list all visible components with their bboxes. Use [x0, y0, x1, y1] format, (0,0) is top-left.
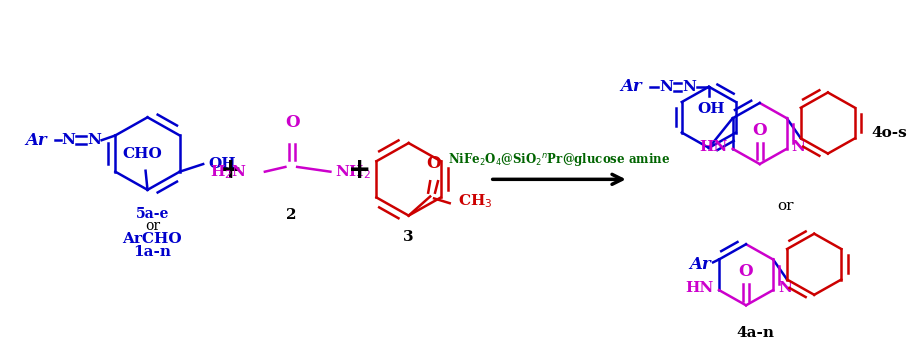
Text: 5a-e: 5a-e	[135, 207, 169, 221]
Text: HN: HN	[685, 281, 714, 295]
Text: 4o-s: 4o-s	[871, 126, 907, 140]
Text: N: N	[659, 80, 673, 94]
Text: O: O	[426, 155, 441, 172]
Text: CHO: CHO	[123, 147, 163, 161]
Text: 2: 2	[286, 208, 296, 222]
Text: OH: OH	[208, 157, 236, 171]
Text: CH$_3$: CH$_3$	[458, 192, 492, 210]
Text: NiFe$_2$O$_4$@SiO$_2$$^n$Pr@glucose amine: NiFe$_2$O$_4$@SiO$_2$$^n$Pr@glucose amin…	[448, 151, 671, 168]
Text: +: +	[348, 156, 371, 184]
Text: NH$_2$: NH$_2$	[335, 163, 371, 181]
Text: HN: HN	[699, 140, 727, 154]
Text: ArCHO: ArCHO	[123, 232, 182, 246]
Text: Ar: Ar	[26, 132, 47, 149]
Text: +: +	[219, 156, 242, 184]
Text: 4a-n: 4a-n	[737, 326, 775, 340]
Text: 3: 3	[404, 230, 414, 244]
Text: O: O	[285, 114, 299, 131]
Text: 1a-n: 1a-n	[134, 245, 171, 259]
Text: Ar: Ar	[690, 256, 711, 273]
Text: N: N	[778, 281, 791, 295]
Text: N: N	[683, 80, 696, 94]
Text: O: O	[738, 264, 753, 280]
Text: or: or	[145, 219, 160, 234]
Text: Ar: Ar	[620, 78, 642, 95]
Text: N: N	[87, 133, 101, 147]
Text: O: O	[752, 122, 767, 139]
Text: N: N	[791, 140, 805, 154]
Text: H$_2$N: H$_2$N	[210, 163, 247, 181]
Text: N: N	[61, 133, 75, 147]
Text: OH: OH	[697, 102, 725, 116]
Text: or: or	[777, 199, 793, 213]
